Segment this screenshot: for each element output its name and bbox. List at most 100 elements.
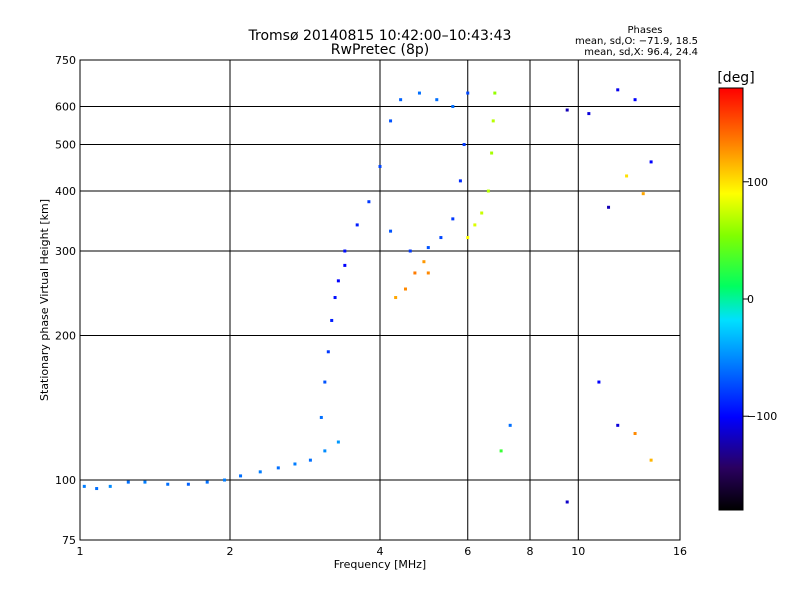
y-tick-label: 500 [55, 139, 76, 152]
data-point [499, 449, 503, 453]
x-axis-label: Frequency [MHz] [334, 558, 426, 571]
y-axis-label: Stationary phase Virtual Height [km] [38, 199, 51, 401]
data-point [355, 223, 359, 227]
data-point [486, 189, 490, 193]
data-point [413, 271, 417, 275]
data-points [82, 88, 653, 504]
data-point [633, 98, 637, 102]
y-tick-label: 600 [55, 101, 76, 114]
data-point [82, 484, 86, 488]
data-point [493, 91, 497, 95]
colorbar-tick-label: 0 [747, 293, 754, 306]
data-point [466, 236, 470, 240]
data-point [333, 296, 337, 300]
data-point [587, 112, 591, 116]
colorbar-tick-label: 100 [747, 176, 768, 189]
data-point [276, 466, 280, 470]
data-point [394, 296, 398, 300]
data-point [565, 500, 569, 504]
data-point [336, 279, 340, 283]
x-tick-labels: 1 2 4 6 8 10 16 [77, 545, 688, 558]
y-tick-label: 200 [55, 330, 76, 343]
x-tick-label: 8 [527, 545, 534, 558]
x-tick-label: 6 [464, 545, 471, 558]
stats-x-line: mean, sd,X: 96.4, 24.4 [584, 47, 698, 58]
data-point [399, 98, 403, 102]
x-tick-label: 10 [571, 545, 585, 558]
data-point [403, 287, 407, 291]
x-tick-label: 1 [77, 545, 84, 558]
data-point [473, 223, 477, 227]
data-point [435, 98, 439, 102]
colorbar-ticks: 100 0 −100 [743, 176, 777, 423]
data-point [422, 260, 426, 264]
data-point [417, 91, 421, 95]
data-point [389, 119, 393, 123]
data-point [633, 432, 637, 436]
data-point [343, 249, 347, 253]
data-point [319, 415, 323, 419]
data-point [607, 205, 611, 209]
data-point [462, 143, 466, 147]
data-point [293, 462, 297, 466]
data-point [389, 229, 393, 233]
y-tick-label: 750 [55, 54, 76, 67]
data-point [597, 380, 601, 384]
data-point [323, 380, 327, 384]
data-point [308, 458, 312, 462]
colorbar-tick-label: −100 [747, 410, 777, 423]
data-point [166, 482, 170, 486]
data-point [439, 236, 443, 240]
data-point [336, 440, 340, 444]
colorbar [718, 87, 744, 511]
y-tick-label: 400 [55, 185, 76, 198]
y-tick-label: 100 [55, 474, 76, 487]
data-point [95, 487, 99, 491]
data-point [649, 458, 653, 462]
data-point [625, 174, 629, 178]
data-point [186, 482, 190, 486]
data-point [108, 484, 112, 488]
data-point [426, 246, 430, 250]
x-tick-label: 16 [673, 545, 687, 558]
data-point [508, 423, 512, 427]
stats-header: Phases [627, 25, 662, 36]
data-point [326, 350, 330, 354]
data-point [367, 200, 371, 204]
plot-frame [79, 59, 681, 541]
data-point [451, 105, 455, 109]
y-tick-labels: 75 100 200 300 400 500 600 750 [55, 54, 76, 547]
data-point [239, 474, 243, 478]
x-tick-label: 4 [377, 545, 384, 558]
data-point [330, 318, 334, 322]
data-point [343, 263, 347, 267]
data-point [223, 478, 227, 482]
data-point [258, 470, 262, 474]
data-point [490, 151, 494, 155]
chart-title: Tromsø 20140815 10:42:00–10:43:43 [248, 28, 512, 44]
chart-subtitle: RwPretec (8p) [331, 42, 429, 58]
data-point [408, 249, 412, 253]
x-tick-label: 2 [227, 545, 234, 558]
data-point [205, 480, 209, 484]
data-point [378, 164, 382, 168]
y-tick-label: 75 [62, 534, 76, 547]
data-point [480, 211, 484, 215]
data-point [649, 160, 653, 164]
data-point [491, 119, 495, 123]
data-point [323, 449, 327, 453]
colorbar-unit-label: [deg] [717, 70, 754, 86]
grid [80, 60, 680, 540]
y-tick-label: 300 [55, 245, 76, 258]
data-point [616, 423, 620, 427]
data-point [126, 480, 130, 484]
data-point [426, 271, 430, 275]
data-point [451, 217, 455, 221]
stats-o-line: mean, sd,O: −71.9, 18.5 [575, 36, 698, 47]
data-point [616, 88, 620, 92]
data-point [458, 179, 462, 183]
data-point [641, 192, 645, 196]
data-point [565, 108, 569, 112]
data-point [466, 91, 470, 95]
